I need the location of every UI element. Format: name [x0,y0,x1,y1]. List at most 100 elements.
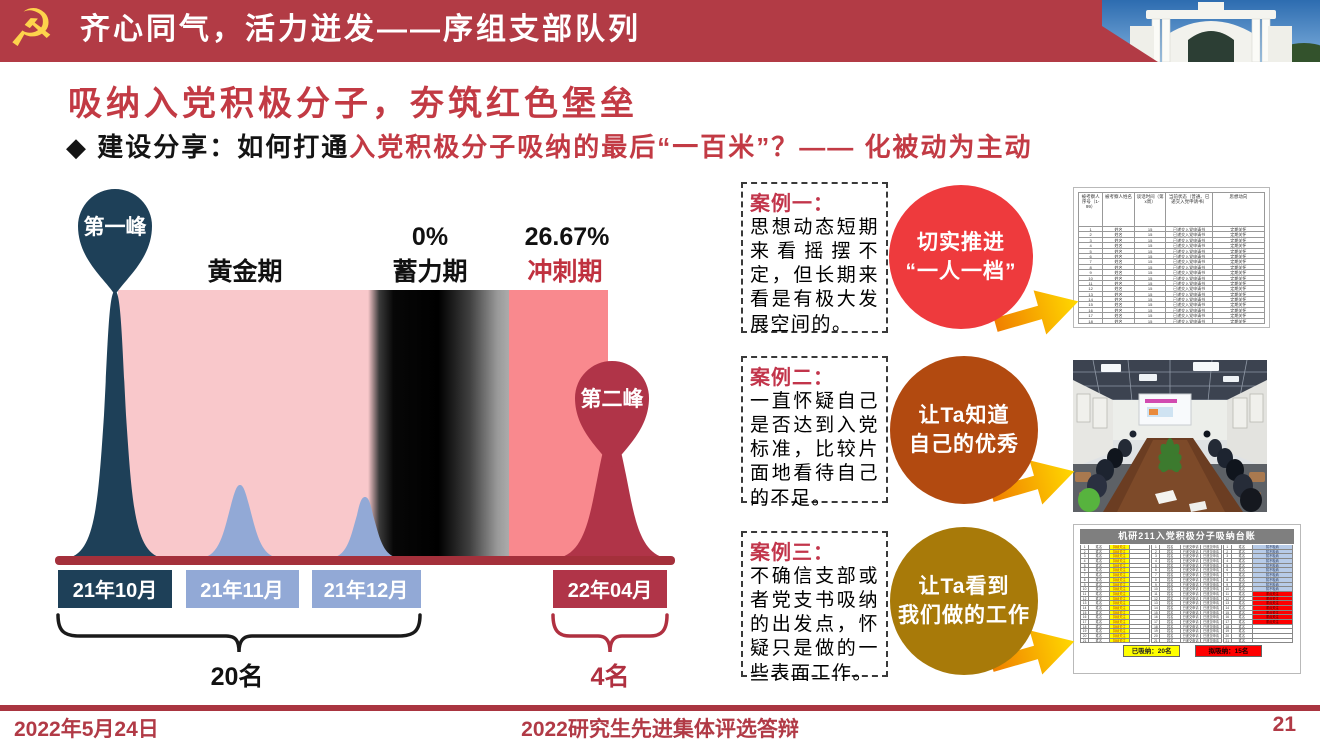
first-peak-curve [68,291,162,558]
month-box-dec: 21年12月 [312,570,421,608]
table-row: 4 姓名 15 已递交入党申请书 定期关怀 [1079,243,1265,249]
table-row: 15 姓名 15 已递交入党申请书 定期关怀 [1079,302,1265,308]
month-box-nov: 21年11月 [186,570,299,608]
table-row: 16 姓名 持续关注 16 姓名 已递交申请 已递交申请 16 姓名 重点关注 [1080,615,1294,620]
subtitle-emphasis: 入党积极分子吸纳的最后“一百米”？—— 化被动为主动 [349,132,1033,162]
meeting-photo [1073,360,1267,512]
case-3-bubble-line1: 让Ta看到 [918,574,1010,598]
case-2-box: 案例二： 一直怀疑自己是否达到入党标准，比较片面地看待自己的不足。 [741,356,888,509]
banner-title: 齐心同气，活力迸发——序组支部队列 [80,13,641,46]
table-row: 15 姓名 持续关注 15 姓名 已递交申请 已递交申请 15 姓名 重点关注 [1080,610,1294,616]
case-3-bubble: 让Ta看到 我们做的工作 [890,527,1038,675]
ledger-summary-pending: 拟吸纳：15名 [1195,645,1262,658]
table-row: 9 姓名 持续关注 9 姓名 已递交申请 已递交申请 9 姓名 暂不吸纳 [1080,582,1294,588]
table-row: 11 姓名 持续关注 11 姓名 已递交申请 已递交申请 11 姓名 重点关注 [1080,591,1294,597]
table-row: 16 姓名 15 已递交入党申请书 定期关怀 [1079,307,1265,314]
table-row: 10 姓名 持续关注 10 姓名 已递交申请 已递交申请 10 姓名 暂不吸纳 [1080,587,1294,592]
table-row: 17 姓名 持续关注 17 姓名 已递交申请 已递交申请 17 姓名 重点关注 [1080,620,1294,625]
page-title: 吸纳入党积极分子，夯筑红色堡垒 [68,85,638,123]
case-2-bubble: 让Ta知道 自己的优秀 [890,356,1038,504]
table-row: 8 姓名 持续关注 8 姓名 已递交申请 已递交申请 8 姓名 暂不吸纳 [1080,577,1294,583]
table-row: 6 姓名 持续关注 6 姓名 已递交申请 已递交申请 6 姓名 暂不吸纳 [1080,568,1294,574]
second-peak-label: 第二峰 [581,387,644,411]
buildup-phase-label: 蓄力期 [392,258,467,286]
page-number: 21 [1272,713,1296,736]
ledger-mini-table: 1 姓名 持续关注 1 姓名 已递交申请 已递交申请 1 姓名 暂不吸纳 2 姓名 持续关注 2 姓名 已递交… [1080,545,1294,644]
table-row: 5 姓名 持续关注 5 姓名 已递交申请 已递交申请 5 姓名 暂不吸纳 [1080,563,1294,569]
ledger-title: 机研211入党积极分子吸纳台账 [1080,529,1294,544]
table-row: 13 姓名 持续关注 13 姓名 已递交申请 已递交申请 13 姓名 重点关注 [1080,601,1294,606]
table-row: 14 姓名 15 已递交入党申请书 定期关怀 [1079,297,1265,303]
case-2-text: 一直怀疑自己是否达到入党标准，比较片面地看待自己的不足。 [750,391,879,509]
month-box-apr: 22年04月 [553,570,667,608]
footer-date: 2022年5月24日 [14,718,159,741]
month-oct-label: 21年10月 [73,578,158,602]
table-row: 21 姓名 持续关注 21 姓名 已递交申请 已递交申请 21 姓名 [1080,638,1294,644]
recruitment-timeline-chart: 第一峰 第二峰 黄金期 0% 蓄力期 26.67% 冲刺期 21年10月 21年… [55,189,675,691]
ledger-summary-row: 已吸纳：20名 拟吸纳：15名 [1080,645,1294,658]
left-group-brace [56,613,422,653]
case-1-box: 案例一： 思想动态短期来看摇摆不定，但长期来看是有极大发展空间的。 [741,182,888,335]
sprint-phase-label: 冲刺期 [527,258,602,286]
table-row: 2 姓名 15 已递交入党申请书 定期关怀 [1079,232,1265,238]
ledger-screenshot: 机研211入党积极分子吸纳台账 1 姓名 持续关注 1 姓名 已递交申请 已递交申请 1 姓名暂… [1073,524,1301,674]
case-3-text: 不确信支部或者党支书吸纳的出发点，怀疑只是做的一些表面工作。 [750,566,879,684]
golden-phase-label: 黄金期 [207,257,282,286]
table-row: 4 姓名 持续关注 4 姓名 已递交申请 已递交申请 4 姓名 暂不吸纳 [1080,559,1294,564]
buildup-rate-label: 0% [412,223,448,251]
case-1-text: 思想动态短期来看摇摆不定，但长期来看是有极大发展空间的。 [750,217,879,335]
buildup-phase-region [368,290,509,558]
case-1-bubble-line2: “一人一档” [905,260,1017,283]
arrow-right-icon [993,290,1079,335]
title-banner: ☭ 齐心同气，活力迸发——序组支部队列 [0,0,1320,62]
case-3-box: 案例三： 不确信支部或者党支书吸纳的出发点，怀疑只是做的一些表面工作。 [741,531,888,684]
case-1-label: 案例一： [750,193,834,215]
table-row: 11 姓名 15 已递交入党申请书 定期关怀 [1079,280,1265,287]
table-row: 14 姓名 持续关注 14 姓名 已递交申请 已递交申请 14 姓名 重点关注 [1080,605,1294,611]
second-peak-curve [558,437,666,558]
month-nov-label: 21年11月 [200,578,283,602]
subtitle-lead: ◆ 建设分享：如何打通 [66,132,350,162]
table-row: 1 姓名 15 已递交入党申请书 定期关怀 [1079,227,1265,233]
left-group-count: 20名 [211,662,264,691]
month-dec-label: 21年12月 [324,578,409,602]
table-row: 5 姓名 15 已递交入党申请书 定期关怀 [1079,248,1265,254]
roster-screenshot: 被考察人序号（1-99） 被考察人姓名 谈话时间（第x周） 当前状态（普通、已递交入党… [1073,187,1270,328]
minor-peak-nov-curve [202,485,278,558]
table-row: 20 姓名 持续关注 20 姓名 已递交申请 已递交申请 20 姓名 [1080,634,1294,639]
case-2-bubble-line2: 自己的优秀 [909,433,1019,456]
footer-event-title: 2022研究生先进集体评选答辩 [521,718,799,741]
table-row: 10 姓名 15 已递交入党申请书 定期关怀 [1079,275,1265,281]
table-row: 6 姓名 15 已递交入党申请书 定期关怀 [1079,253,1265,260]
table-row: 17 姓名 15 已递交入党申请书 定期关怀 [1079,313,1265,319]
table-row: 1 姓名 持续关注 1 姓名 已递交申请 已递交申请 1 姓名 暂不吸纳 [1080,545,1294,550]
roster-mini-table: 被考察人序号（1-99） 被考察人姓名 谈话时间（第x周） 当前状态（普通、已递交入党… [1078,192,1265,325]
month-box-oct: 21年10月 [58,570,172,608]
timeline-baseline [55,556,675,565]
table-row: 3 姓名 15 已递交入党申请书 定期关怀 [1079,237,1265,244]
table-row: 7 姓名 15 已递交入党申请书 定期关怀 [1079,259,1265,265]
table-row: 18 姓名 15 已递交入党申请书 定期关怀 [1079,318,1265,325]
arrow-right-icon [989,630,1075,675]
attendees [1078,430,1262,512]
first-peak-pin: 第一峰 [78,189,152,295]
minor-peak-dec-curve [332,497,398,558]
ledger-summary-recruited: 已吸纳：20名 [1122,645,1181,658]
case-2-bubble-line1: 让Ta知道 [918,403,1010,427]
table-row: 9 姓名 15 已递交入党申请书 定期关怀 [1079,270,1265,276]
second-peak-pin: 第二峰 [574,360,649,467]
campus-gate-photo [1102,0,1320,62]
arrow-right-icon [989,460,1075,505]
month-apr-label: 22年04月 [568,578,653,602]
case-3-bubble-line2: 我们做的工作 [898,604,1030,627]
campus-gate-art [1102,0,1320,62]
table-row: 18 姓名 持续关注 18 姓名 已递交申请 已递交申请 18 姓名 [1080,624,1294,630]
table-row: 13 姓名 15 已递交入党申请书 定期关怀 [1079,291,1265,298]
first-peak-label: 第一峰 [84,215,147,239]
plant [1158,438,1182,473]
hammer-sickle-emblem-icon: ☭ [8,0,55,58]
table-row: 7 姓名 持续关注 7 姓名 已递交申请 已递交申请 7 姓名 暂不吸纳 [1080,573,1294,578]
table-row: 2 姓名 持续关注 2 姓名 已递交申请 已递交申请 2 姓名 暂不吸纳 [1080,549,1294,555]
table-row: 8 姓名 15 已递交入党申请书 定期关怀 [1079,264,1265,271]
